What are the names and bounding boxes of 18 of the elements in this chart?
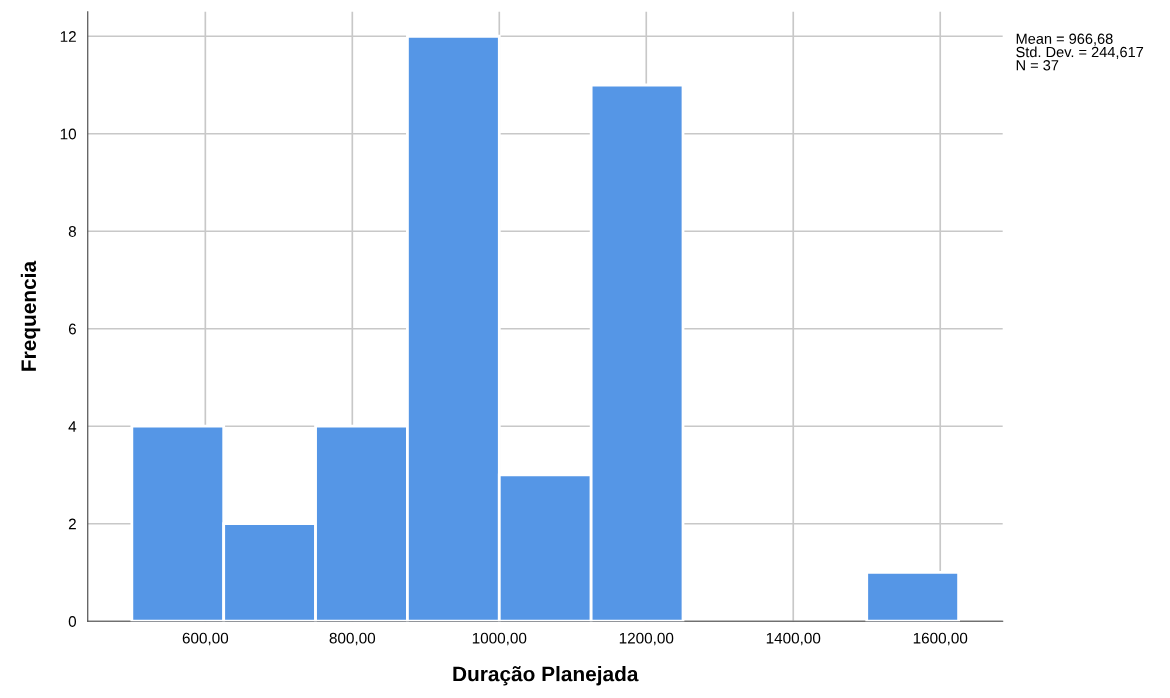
y-tick-label: 2	[68, 518, 76, 530]
x-axis-title: Duração Planejada	[453, 666, 639, 686]
x-tick-label: 1600,00	[913, 632, 968, 646]
text: Mean = 966,68	[1016, 33, 1113, 46]
x-tick-label: 1200,00	[619, 632, 674, 646]
y-axis-title: Frequencia	[20, 260, 41, 371]
x-tick-label: 600,00	[182, 632, 229, 646]
x-tick-label: 1400,00	[766, 632, 821, 646]
text: Std. Dev. = 244,617	[1016, 46, 1144, 59]
y-tick-label: 0	[68, 616, 77, 627]
y-tick-label: 4	[68, 421, 77, 432]
x-tick-label: 1000,00	[472, 632, 527, 646]
y-tick-label: 6	[68, 323, 76, 335]
y-tick-label: 12	[60, 31, 76, 42]
text: N = 37	[1016, 60, 1059, 71]
x-tick-label: 800,00	[329, 632, 376, 646]
y-tick-label: 8	[68, 226, 76, 237]
y-tick-label: 10	[60, 128, 77, 140]
